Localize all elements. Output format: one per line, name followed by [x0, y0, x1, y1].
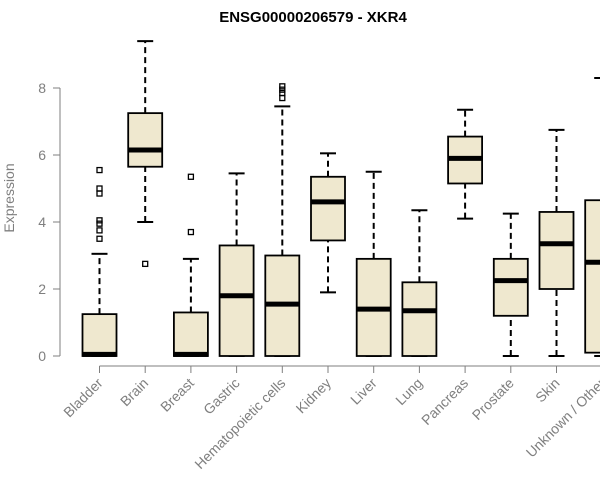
box-iqr	[538, 211, 575, 290]
box-group	[401, 209, 438, 357]
y-tick-label: 4	[38, 214, 46, 230]
box-group	[81, 166, 118, 357]
outlier-point	[96, 190, 103, 197]
outlier-point	[96, 217, 103, 224]
box-iqr	[218, 244, 255, 357]
outlier-point	[279, 94, 286, 102]
outlier-point	[187, 173, 195, 180]
box-series	[81, 40, 600, 357]
y-tick-label: 0	[38, 348, 46, 364]
outlier-point	[279, 86, 286, 93]
outlier-point	[96, 185, 103, 192]
outlier-point	[279, 83, 286, 90]
box-iqr	[127, 112, 164, 168]
x-tick-label: Brain	[117, 375, 151, 409]
box-group	[127, 40, 164, 268]
box-group	[218, 172, 255, 357]
outlier-point	[96, 227, 103, 234]
y-axis: 0 2 4 6 8	[38, 80, 61, 364]
outlier-point	[96, 166, 103, 174]
x-tick-label: Kidney	[293, 375, 335, 417]
x-tick-label: Unknown / Other	[523, 375, 600, 461]
box-iqr	[584, 199, 600, 354]
outlier-point	[142, 260, 149, 268]
x-tick-label: Skin	[532, 375, 563, 406]
box-group	[310, 152, 346, 294]
box-group	[492, 212, 529, 357]
box-group	[172, 173, 209, 357]
box-group	[538, 128, 575, 357]
box-group	[264, 83, 301, 357]
y-tick-label: 8	[38, 80, 46, 96]
outlier-point	[96, 235, 103, 242]
box-group	[355, 170, 392, 357]
box-group	[584, 76, 600, 357]
outlier-point	[279, 89, 286, 97]
x-tick-label: Gastric	[200, 375, 243, 418]
box-group	[447, 108, 484, 220]
x-tick-label: Liver	[347, 375, 380, 408]
x-tick-label: Bladder	[60, 375, 106, 421]
box-iqr	[172, 311, 209, 357]
box-iqr	[401, 281, 438, 357]
box-iqr	[81, 313, 118, 357]
y-axis-label: Expression	[1, 163, 17, 232]
x-tick-label: Breast	[157, 375, 197, 415]
box-iqr	[492, 257, 529, 317]
y-tick-label: 2	[38, 281, 46, 297]
x-tick-label: Hematopoietic cells	[191, 375, 288, 472]
box-iqr	[310, 175, 346, 242]
x-tick-label: Prostate	[469, 375, 517, 423]
x-tick-label: Lung	[392, 375, 425, 408]
chart-title: ENSG00000206579 - XKR4	[219, 9, 407, 26]
outlier-point	[187, 228, 195, 236]
y-tick-label: 6	[38, 147, 46, 163]
outlier-point	[96, 220, 103, 227]
x-tick-label: Pancreas	[418, 375, 471, 428]
